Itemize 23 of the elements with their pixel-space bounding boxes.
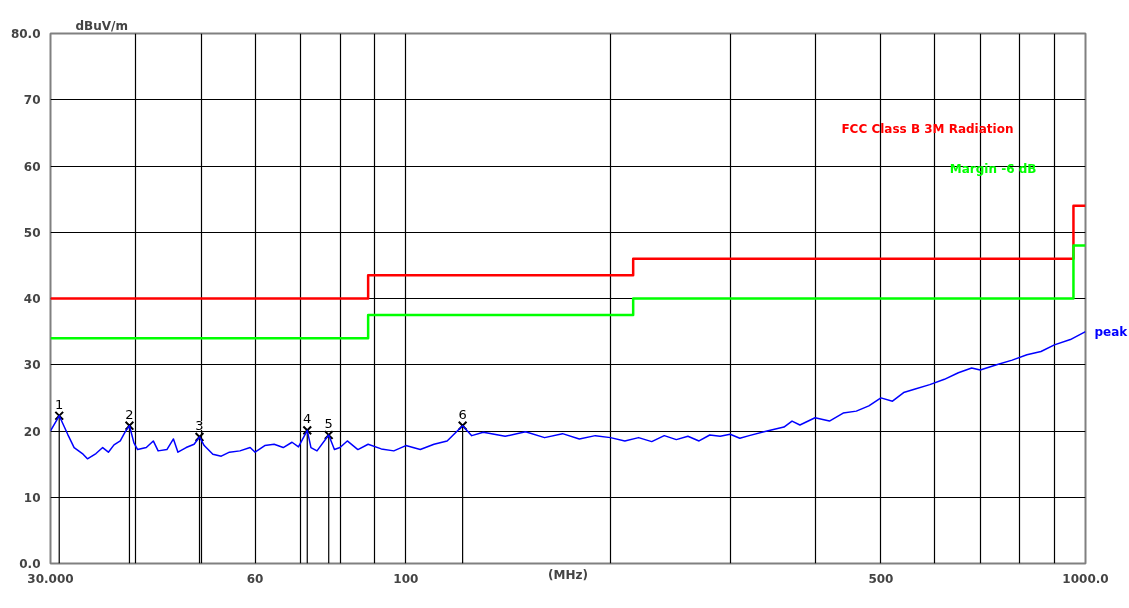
y-tick-label: 0.0 [19,557,41,571]
y-axis-title: dBuV/m [75,18,128,33]
annotation: 6 [458,406,467,422]
y-tick-label: 40 [23,292,41,306]
y-tick-label: 30 [23,358,41,373]
x-tick-label: 100 [393,571,419,586]
y-tick-label: 60 [23,159,41,174]
y-tick-label: 20 [23,424,41,439]
y-tick-label: 10 [23,490,41,505]
annotation: 1 [55,396,64,412]
y-tick-label: 70 [23,93,41,108]
x-tick-label: 60 [246,571,264,586]
annotation: 2 [125,406,134,422]
x-tick-label: 30.000 [27,571,74,586]
annotation: 5 [324,415,333,431]
x-axis-title: (MHz) [548,567,588,582]
x-tick-label: 1000.0 [1062,571,1109,586]
y-tick-label: 80.0 [10,27,41,41]
annotation: 3 [195,417,204,433]
annotation: 4 [303,411,312,427]
x-tick-label: 500 [868,571,894,586]
y-tick-label: 50 [23,225,41,240]
series-label: peak [1094,324,1129,339]
